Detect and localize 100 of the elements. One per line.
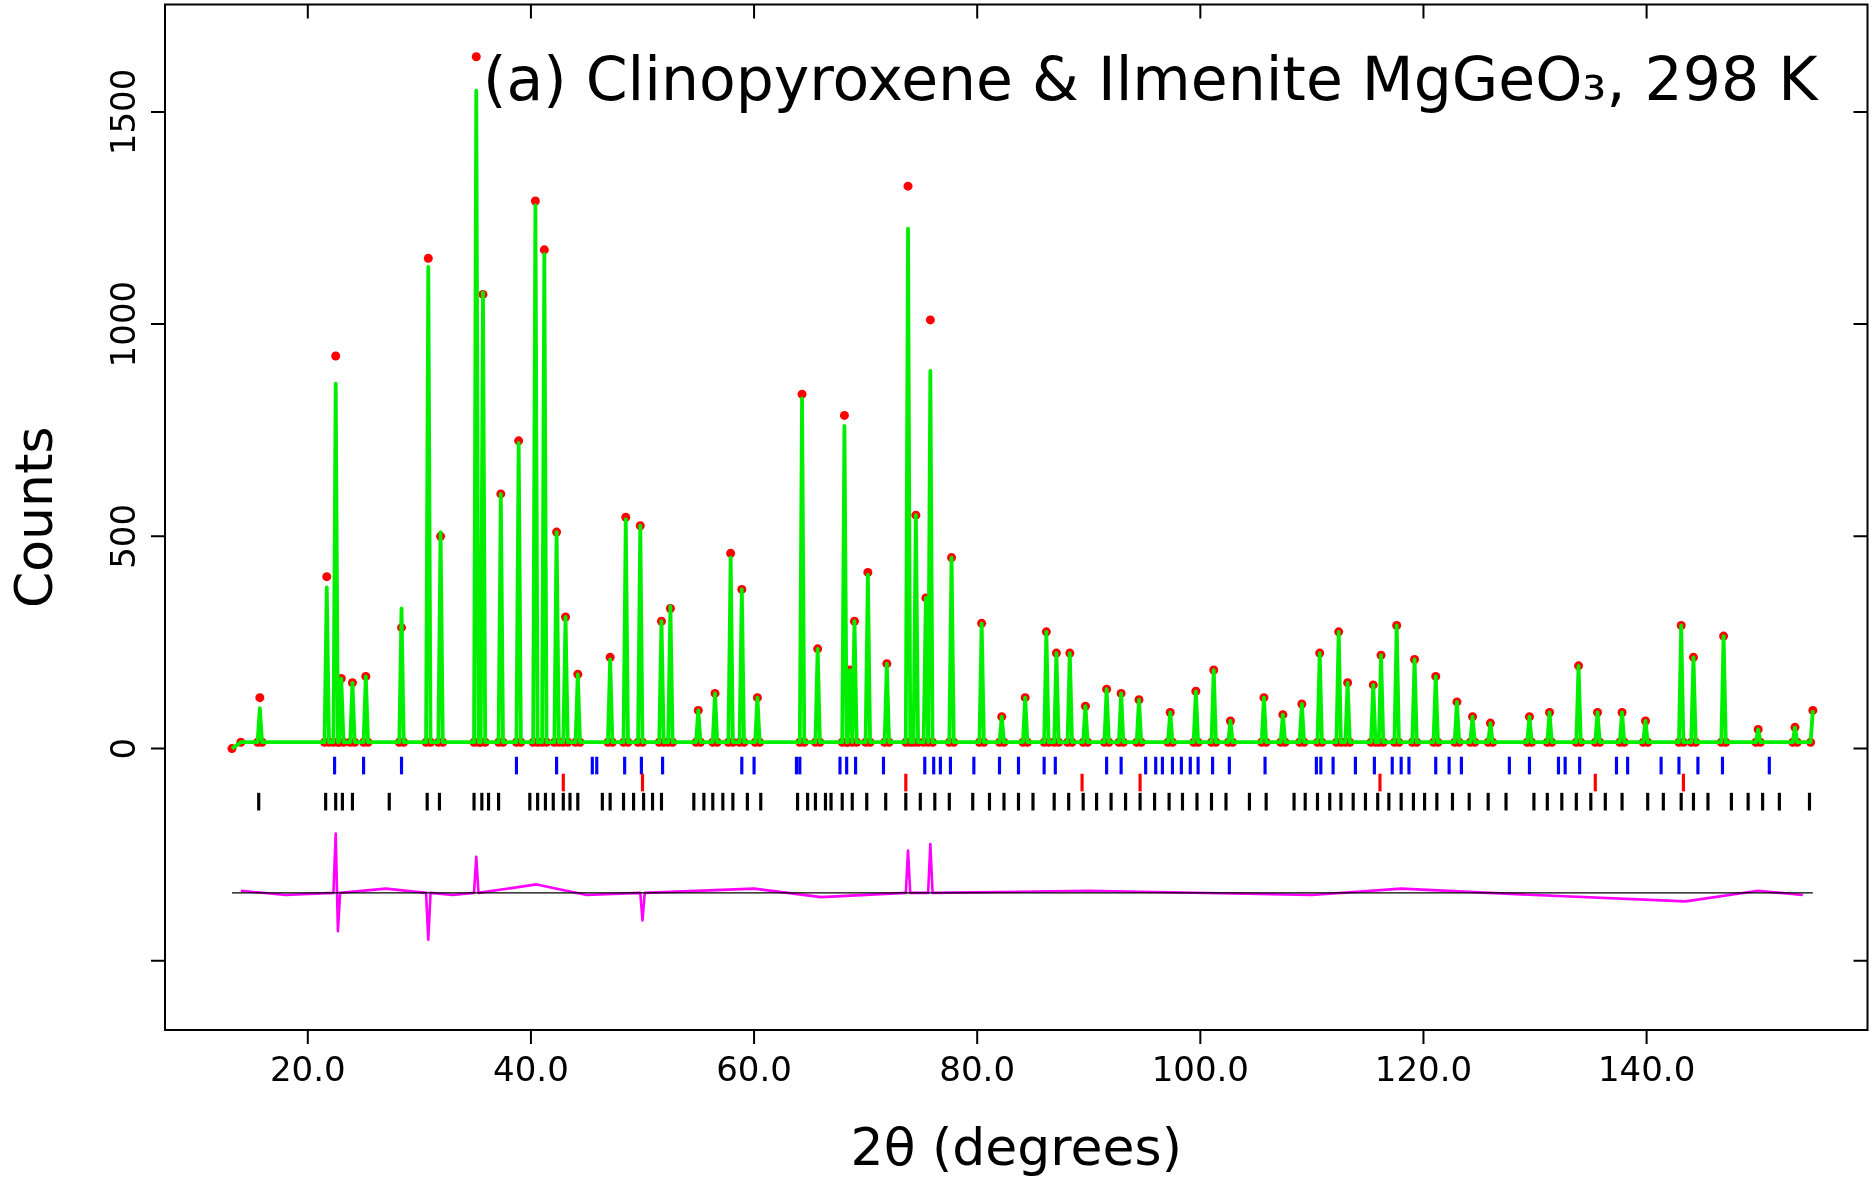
bar	[1138, 792, 1142, 811]
bar	[794, 756, 799, 775]
bar	[1646, 792, 1650, 811]
bar	[480, 792, 484, 811]
bar	[1435, 792, 1439, 811]
bar	[1399, 756, 1403, 775]
bar	[947, 792, 951, 811]
bar	[1423, 792, 1427, 811]
bar	[1095, 792, 1099, 811]
bar	[561, 773, 565, 792]
bar	[1170, 756, 1175, 775]
bar	[948, 756, 953, 775]
bar	[1016, 756, 1021, 775]
y-tick-label: 0	[102, 737, 143, 760]
bar	[1376, 792, 1380, 811]
bar	[997, 756, 1002, 775]
x-tick-label: 40.0	[493, 1049, 569, 1090]
bar	[1378, 773, 1382, 792]
y-tick-label: 500	[102, 503, 143, 569]
bar	[621, 792, 626, 811]
bar	[1372, 756, 1376, 775]
bar	[1109, 792, 1113, 811]
bar	[1052, 792, 1056, 811]
bar	[813, 792, 818, 811]
bar	[1042, 756, 1046, 775]
bar	[650, 792, 655, 811]
bar	[334, 792, 338, 811]
bar	[543, 792, 548, 811]
bar	[1532, 792, 1536, 811]
bar	[623, 756, 627, 775]
bar	[1620, 792, 1624, 811]
bar	[1729, 792, 1733, 811]
bar	[1407, 756, 1411, 775]
x-axis-title: 2θ (degrees)	[850, 1117, 1182, 1177]
bar	[1527, 756, 1532, 775]
bar	[399, 756, 404, 775]
bar	[1450, 792, 1455, 811]
bar	[1031, 792, 1035, 811]
bar	[838, 756, 842, 775]
bar	[437, 792, 442, 811]
bar	[340, 792, 344, 811]
bar	[590, 756, 594, 775]
bar	[845, 756, 849, 775]
bar	[1746, 792, 1750, 811]
bar	[640, 773, 645, 792]
y-tick-label: 1500	[102, 68, 143, 156]
x-tick-label: 100.0	[1151, 1049, 1250, 1090]
bar	[1807, 792, 1812, 811]
bar	[1504, 792, 1508, 811]
bar	[1080, 773, 1084, 792]
bar	[829, 792, 833, 811]
bar	[1390, 756, 1394, 775]
bar	[1196, 756, 1200, 775]
y-tick-label: 1000	[102, 280, 143, 368]
bar	[971, 792, 975, 811]
bar	[514, 756, 519, 775]
bar	[642, 792, 646, 811]
bar	[923, 756, 927, 775]
bar	[1696, 756, 1700, 775]
bar	[1434, 756, 1438, 775]
bar	[1180, 792, 1185, 811]
bar	[1053, 756, 1057, 775]
bar	[1138, 773, 1142, 792]
bar	[1681, 773, 1685, 792]
bar	[497, 792, 501, 811]
bar	[551, 792, 555, 811]
bar	[938, 756, 942, 775]
bar	[1195, 792, 1199, 811]
bar	[600, 792, 604, 811]
bar	[350, 792, 355, 811]
bar	[933, 792, 937, 811]
bar	[884, 792, 888, 811]
x-tick-label: 120.0	[1374, 1049, 1473, 1090]
bar	[595, 756, 599, 775]
bar	[486, 792, 491, 811]
bar	[1188, 756, 1192, 775]
bar	[1447, 756, 1451, 775]
bar	[387, 792, 391, 811]
bar	[1777, 792, 1781, 811]
bar	[1153, 792, 1157, 811]
bar	[1574, 792, 1578, 811]
bar	[1081, 792, 1085, 811]
bar	[659, 792, 664, 811]
bar	[731, 792, 735, 811]
bar	[608, 792, 612, 811]
bar	[840, 792, 844, 811]
bar	[1467, 792, 1471, 811]
bar	[798, 756, 802, 775]
bar	[1593, 773, 1597, 792]
bar	[1016, 792, 1021, 811]
bar	[1691, 792, 1696, 811]
bar	[1224, 792, 1228, 811]
bar	[1160, 756, 1164, 775]
bar	[721, 792, 725, 811]
bar	[639, 756, 643, 775]
bar	[1459, 756, 1463, 775]
bar	[1679, 792, 1683, 811]
bar	[568, 792, 572, 811]
bar	[1545, 792, 1549, 811]
bar	[1387, 792, 1391, 811]
